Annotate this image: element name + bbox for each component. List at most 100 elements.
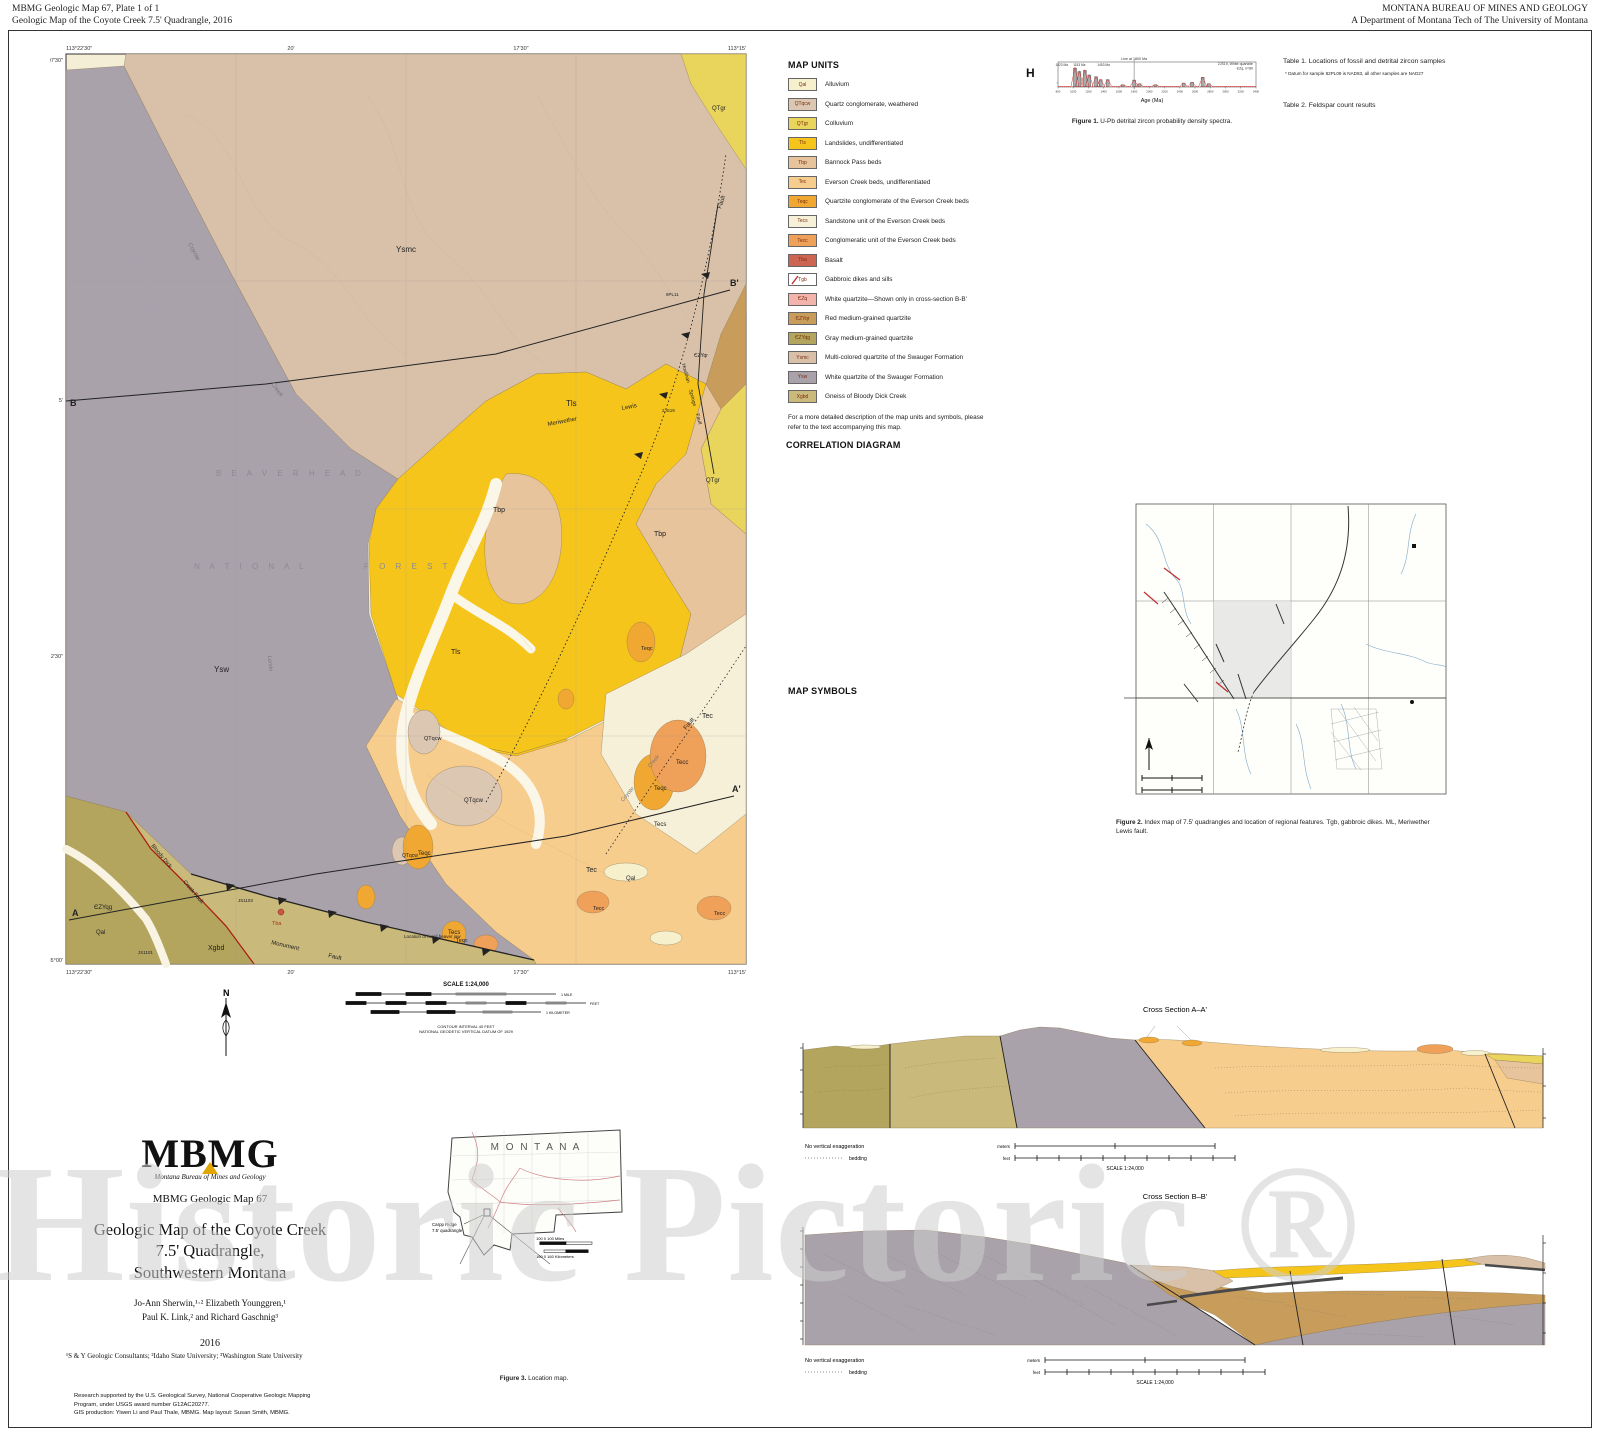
legend-label: Alluvium <box>825 81 850 88</box>
legend-label: Gray medium-grained quartzite <box>825 334 914 342</box>
section-b-title: Cross Section B–B' <box>1143 1192 1208 1201</box>
fig2-hatches <box>1161 597 1225 686</box>
histogram-bar <box>1190 82 1194 87</box>
legend-row: Ysw White quartzite of the Swauger Format… <box>788 370 1030 384</box>
map-label: Ysmc <box>396 245 416 254</box>
tables-column: Table 1. Locations of fossil and detrita… <box>1283 58 1571 112</box>
research-line3: GIS production: Yiwen Li and Paul Thale,… <box>74 1410 290 1417</box>
sample-label: 2JS19, White quartzite <box>1218 62 1253 66</box>
map-label: Teqc <box>654 786 667 792</box>
section-a-title: Cross Section A–A' <box>1143 1005 1208 1014</box>
legend-label: Sandstone unit of the Everson Creek beds <box>825 217 946 225</box>
legend-swatch-czyqg: ЄZYqg <box>788 331 817 345</box>
cross-section-b: Cross Section B–B' <box>800 1192 1546 1346</box>
figure3-caption-text: Location map. <box>526 1375 569 1382</box>
map-label: Qal <box>626 876 635 882</box>
legend-code: ЄZYqr <box>795 315 810 322</box>
line-annotation: Line at 1800 Ma <box>1121 57 1147 61</box>
map-label: Tec <box>586 867 597 874</box>
map-label: JS1103 <box>238 898 253 903</box>
x-tick-label: 1200 <box>1085 90 1092 94</box>
section-b-note1: No vertical exaggeration <box>805 1358 864 1364</box>
legend-label: Bannock Pass beds <box>825 159 882 166</box>
geologic-map[interactable]: Ysmc Ysw Tls Tls Tbp Tbp QTgr QTgr Tec Tec Tecs Tec… <box>50 40 762 980</box>
table2-caption: Table 2. Feldspar count results <box>1283 102 1376 109</box>
x-tick-label: 2200 <box>1161 90 1168 94</box>
header-plate-line: MBMG Geologic Map 67, Plate 1 of 1 <box>12 4 160 14</box>
legend-label: Colluvium <box>825 120 854 127</box>
unit-tecc <box>649 719 707 793</box>
tgb-dikes <box>1143 567 1229 693</box>
legend-row: QTgr Colluvium <box>788 117 1030 130</box>
datum-note: NATIONAL GEODETIC VERTICAL DATUM OF 1929 <box>419 1029 513 1034</box>
x-tick-label: 1800 <box>1131 90 1138 94</box>
legend-label: Everson Creek beds, undifferentiated <box>825 178 931 186</box>
research-credit: Research supported by the U.S. Geologica… <box>74 1392 310 1418</box>
legend-label: Multi-colored quartzite of the Swauger F… <box>825 354 964 361</box>
legend-note: For a more detailed description of the m… <box>788 414 984 431</box>
header-left: MBMG Geologic Map 67, Plate 1 of 1 Geolo… <box>12 4 232 28</box>
map-label: QTqcw <box>424 736 441 742</box>
legend-code: Ysw <box>797 374 808 380</box>
map-label: Houlihan <box>680 363 691 384</box>
section-a-note2: bedding <box>849 1156 867 1162</box>
streams <box>1145 513 1447 790</box>
spectra-panel-letter: H <box>1026 66 1035 80</box>
cross-section-a: Cross Section A–A' <box>800 1005 1546 1129</box>
section-b-scale-label: SCALE 1:24,000 <box>1136 1380 1173 1386</box>
legend-row: ЄZq White quartzite—Shown only in cross-s… <box>788 292 1030 306</box>
figure1-spectra: H Line at 1800 Ma 1023 Ma 1153 Ma 1453 Ma 2JS… <box>1026 56 1278 127</box>
legend-swatch-tba: Tba <box>788 253 817 267</box>
map-label: Teqc <box>641 646 653 652</box>
legend-label: Basalt <box>825 256 843 264</box>
legend-row: QTqcw Quartz conglomerate, weathered <box>788 97 1030 111</box>
figure2-caption-bold: Figure 2. <box>1116 819 1143 826</box>
spectra-chart-H: Line at 1800 Ma 1023 Ma 1153 Ma 1453 Ma 2JS1… <box>1055 57 1259 94</box>
legend-row: Tls Landslides, undifferentiated <box>788 136 1030 150</box>
figure2-index-map: Figure 2. Index map of 7.5' quadrangles … <box>1116 494 1468 837</box>
map-title-line3: Southwestern Montana <box>133 1262 287 1282</box>
bloody-dick-creek-fault <box>125 811 255 965</box>
scale-bars: 1 MILE FEET 1 KILOMETER <box>345 992 600 1015</box>
figure1-caption-bold: Figure 1. <box>1071 118 1099 125</box>
edge-coord-left: 2'30" <box>51 654 63 660</box>
legend-code: Tec <box>798 179 807 185</box>
map-label: Fault <box>328 953 343 962</box>
legend-row: Tecc Conglomeratic unit of the Everson Cr… <box>788 234 1030 247</box>
map-label: Tec <box>702 713 713 720</box>
grant-marker <box>1410 700 1414 704</box>
section-a-meters-label: meters <box>997 1144 1010 1149</box>
map-label: A <box>72 908 79 918</box>
figure2-caption-text: Index map of 7.5' quadrangles and locati… <box>1116 819 1430 835</box>
montana-label: M O N T A N A <box>491 1142 582 1153</box>
contour-decoration <box>105 93 707 875</box>
histogram-bar <box>1200 77 1205 87</box>
affiliations: ¹S & Y Geologic Consultants; ²Idaho Stat… <box>66 1352 303 1360</box>
unit-qtqcw <box>407 709 441 755</box>
map-label: Tecs <box>448 930 460 936</box>
qal-channel <box>62 845 170 968</box>
legend-row: Tecs Sandstone unit of the Everson Creek … <box>788 214 1030 228</box>
fig3-highways <box>471 1131 621 1233</box>
unit-tbp2 <box>484 473 562 604</box>
map-label: Tecc <box>676 760 688 766</box>
x-tick-label: 2000 <box>1146 90 1153 94</box>
section-b-meters-label: meters <box>1027 1358 1040 1363</box>
unit-tecc3 <box>696 895 732 921</box>
map-label: Tbp <box>493 507 505 514</box>
edge-coord-bottom: 113°15' <box>728 970 746 976</box>
fig2-hatch-region <box>1330 706 1384 771</box>
research-line2: Program, under USGS award number G12AC20… <box>74 1401 210 1408</box>
map-label: Tecc <box>714 911 726 917</box>
legend-swatch-qtqcw: QTqcw <box>788 97 817 111</box>
legend-swatch-czyqr: ЄZYqr <box>788 312 817 325</box>
edge-coord-bottom: 17'30" <box>513 970 528 976</box>
map-label: Lemhi <box>266 656 273 672</box>
section-a-body <box>800 1025 1546 1129</box>
unit-qtgr <box>680 53 747 170</box>
stream-channel-branch <box>446 589 536 654</box>
legend-code: Tba <box>798 257 807 263</box>
legend-row: Tbp Bannock Pass beds <box>788 156 1030 169</box>
map-label: B <box>70 398 77 408</box>
histogram-bar <box>1105 79 1110 87</box>
